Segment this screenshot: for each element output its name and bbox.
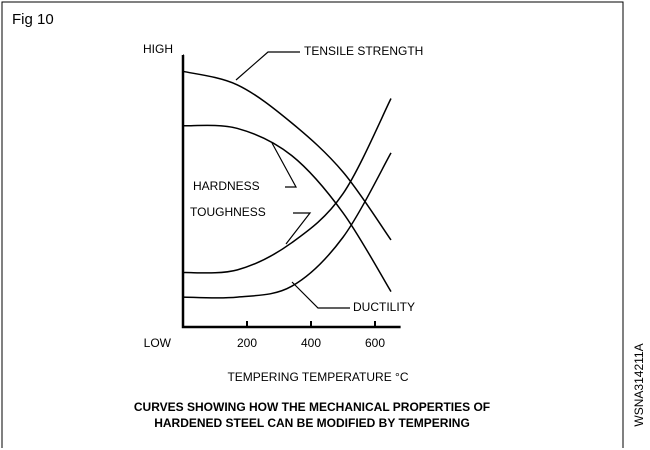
- leader: [291, 281, 350, 309]
- caption-line: HARDENED STEEL CAN BE MODIFIED BY TEMPER…: [154, 416, 470, 430]
- leader: [285, 212, 312, 245]
- curve: [182, 152, 392, 299]
- y-tick-label: LOW: [144, 336, 172, 350]
- frame: [1, 1, 624, 448]
- annotation: TENSILE STRENGTH: [304, 44, 423, 58]
- curve: [182, 98, 392, 274]
- annotation: DUCTILITY: [353, 300, 415, 314]
- annotation: HARDNESS: [193, 179, 260, 193]
- x-tick-label: 600: [365, 336, 385, 350]
- y-tick-label: HIGH: [143, 42, 173, 56]
- curve: [182, 70, 392, 241]
- caption-line: CURVES SHOWING HOW THE MECHANICAL PROPER…: [134, 400, 490, 414]
- curve: [182, 124, 392, 293]
- figure-label: Fig 10: [12, 11, 54, 28]
- figure-code: WSNA314211A: [632, 343, 646, 426]
- x-axis-label: TEMPERING TEMPERATURE °C: [227, 370, 408, 384]
- x-tick-label: 200: [237, 336, 257, 350]
- x-tick-label: 400: [301, 336, 321, 350]
- leader: [235, 51, 300, 81]
- leader: [271, 142, 298, 188]
- annotation: TOUGHNESS: [190, 205, 266, 219]
